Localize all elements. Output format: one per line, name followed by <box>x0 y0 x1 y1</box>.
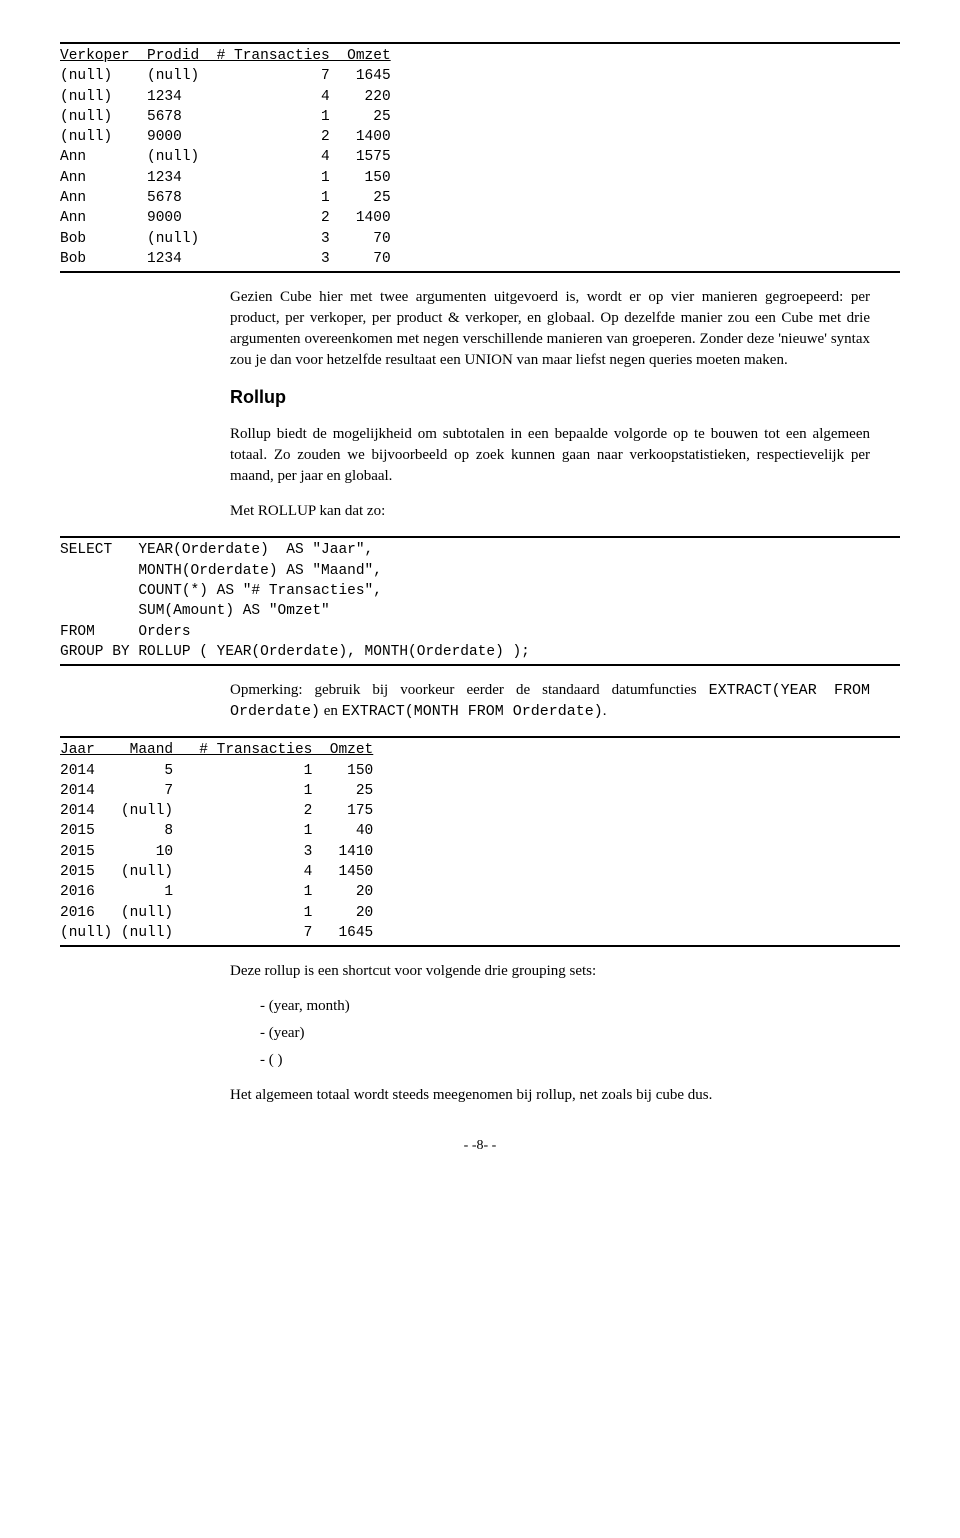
table-row: Ann (null) 4 1575 <box>60 147 900 167</box>
bullet-item: - (year) <box>260 1023 900 1044</box>
table1-header: Verkoper Prodid # Transacties Omzet <box>60 46 900 66</box>
paragraph-rollup-intro: Rollup biedt de mogelijkheid om subtotal… <box>230 424 870 487</box>
table-row: 2014 5 1 150 <box>60 761 900 781</box>
table2-body: 2014 5 1 1502014 7 1 252014 (null) 2 175… <box>60 761 900 944</box>
paragraph-grouping-sets: Deze rollup is een shortcut voor volgend… <box>230 961 870 982</box>
table-row: Bob 1234 3 70 <box>60 249 900 269</box>
note-code2: EXTRACT(MONTH FROM Orderdate) <box>342 703 603 720</box>
table1-bottom-rule <box>60 271 900 273</box>
page-number: - -8- - <box>60 1136 900 1156</box>
code1-bottom-rule <box>60 664 900 666</box>
paragraph-general-total: Het algemeen totaal wordt steeds meegeno… <box>230 1085 870 1106</box>
code-block-rollup-query: SELECT YEAR(Orderdate) AS "Jaar", MONTH(… <box>60 540 900 662</box>
table-row: 2016 1 1 20 <box>60 882 900 902</box>
paragraph-cube-explanation: Gezien Cube hier met twee argumenten uit… <box>230 287 870 371</box>
table2-bottom-rule <box>60 945 900 947</box>
table-row: 2015 8 1 40 <box>60 821 900 841</box>
table1-top-rule <box>60 42 900 44</box>
table-row: (null) (null) 7 1645 <box>60 66 900 86</box>
note-end: . <box>603 703 607 719</box>
table-row: (null) 5678 1 25 <box>60 107 900 127</box>
table-row: Ann 5678 1 25 <box>60 188 900 208</box>
table-row: (null) 9000 2 1400 <box>60 127 900 147</box>
table-row: 2014 (null) 2 175 <box>60 801 900 821</box>
table2-header: Jaar Maand # Transacties Omzet <box>60 740 900 760</box>
code1-top-rule <box>60 536 900 538</box>
table-row: (null) (null) 7 1645 <box>60 923 900 943</box>
table1-body: (null) (null) 7 1645(null) 1234 4 220(nu… <box>60 66 900 269</box>
table-row: 2015 10 3 1410 <box>60 842 900 862</box>
paragraph-rollup-lead: Met ROLLUP kan dat zo: <box>230 501 870 522</box>
note-prefix: Opmerking: gebruik bij voorkeur eerder d… <box>230 682 709 698</box>
paragraph-extract-note: Opmerking: gebruik bij voorkeur eerder d… <box>230 680 870 722</box>
table-row: 2014 7 1 25 <box>60 781 900 801</box>
note-mid: en <box>320 703 342 719</box>
bullet-item: - ( ) <box>260 1050 900 1071</box>
heading-rollup: Rollup <box>230 385 900 410</box>
table2-top-rule <box>60 736 900 738</box>
table-row: Bob (null) 3 70 <box>60 229 900 249</box>
table-row: Ann 9000 2 1400 <box>60 208 900 228</box>
table-row: 2015 (null) 4 1450 <box>60 862 900 882</box>
table-row: Ann 1234 1 150 <box>60 168 900 188</box>
bullet-list: - (year, month) - (year) - ( ) <box>260 996 900 1071</box>
table-row: 2016 (null) 1 20 <box>60 903 900 923</box>
bullet-item: - (year, month) <box>260 996 900 1017</box>
table-row: (null) 1234 4 220 <box>60 87 900 107</box>
